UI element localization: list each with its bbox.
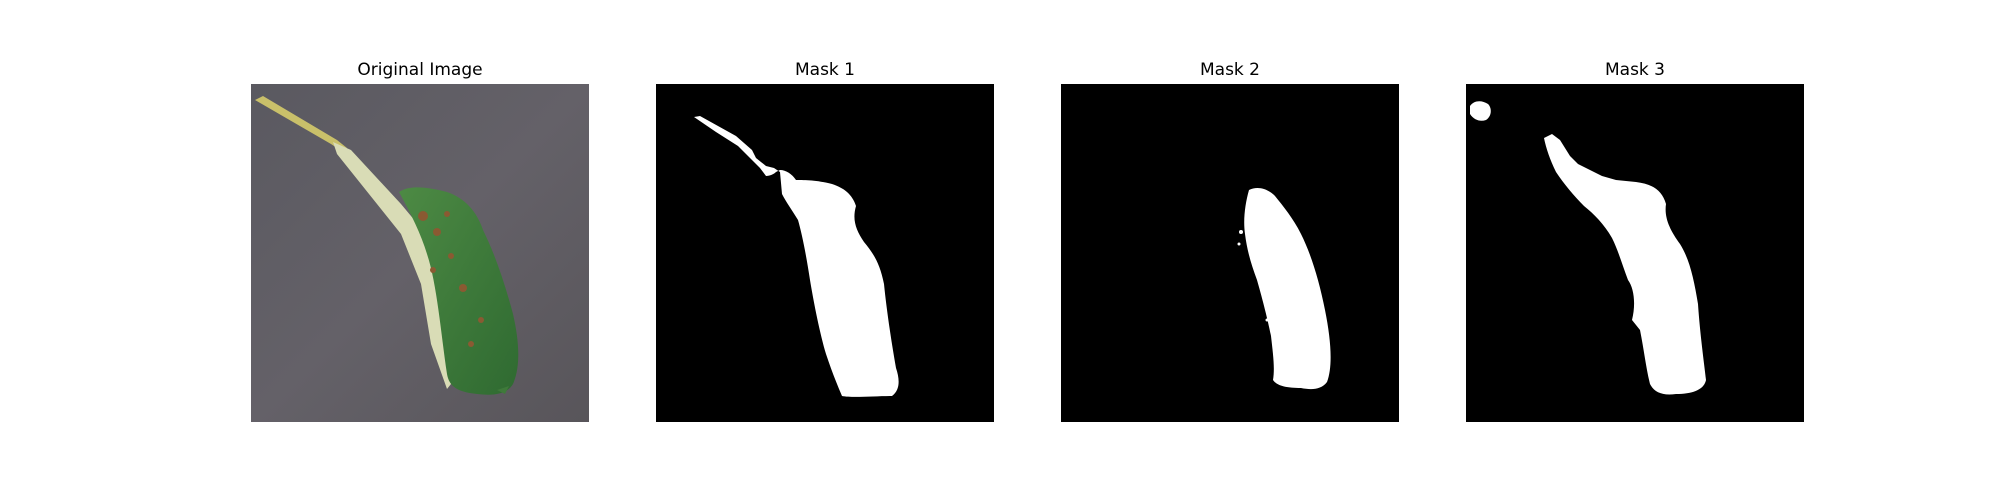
leaf-blade [399, 187, 519, 395]
mask-region [1244, 188, 1331, 390]
panel-title-original-image: Original Image [357, 60, 483, 80]
panel-title-mask-2: Mask 2 [1199, 60, 1260, 80]
leaf-spot [418, 211, 428, 221]
leaf-spot [433, 228, 441, 236]
leaf-spot [444, 211, 450, 217]
panel-title-mask-1: Mask 1 [794, 60, 855, 80]
leaf-stem [255, 96, 347, 152]
mask-background [1061, 84, 1399, 422]
mask-region [694, 116, 899, 397]
mask-speck [1265, 318, 1269, 322]
leaf-spot [448, 253, 454, 259]
original-image-panel [251, 84, 589, 422]
leaf-photo [251, 84, 589, 422]
leaf-spot [468, 341, 474, 347]
mask-speck [1237, 242, 1241, 246]
leaf-spot [430, 267, 436, 273]
mask-speck [1239, 230, 1243, 234]
leaf-underside [333, 142, 451, 389]
mask-2-image [1061, 84, 1399, 422]
mask-blob [1470, 101, 1491, 121]
leaf-spot [459, 284, 467, 292]
mask-3-image [1466, 84, 1804, 422]
mask-region [1544, 134, 1706, 395]
mask-1-image [656, 84, 994, 422]
mask-3-panel [1466, 84, 1804, 422]
panel-title-mask-3: Mask 3 [1604, 60, 1665, 80]
leaf-spot [478, 317, 484, 323]
leaf-tip [497, 386, 509, 394]
mask-2-panel [1061, 84, 1399, 422]
mask-1-panel [656, 84, 994, 422]
